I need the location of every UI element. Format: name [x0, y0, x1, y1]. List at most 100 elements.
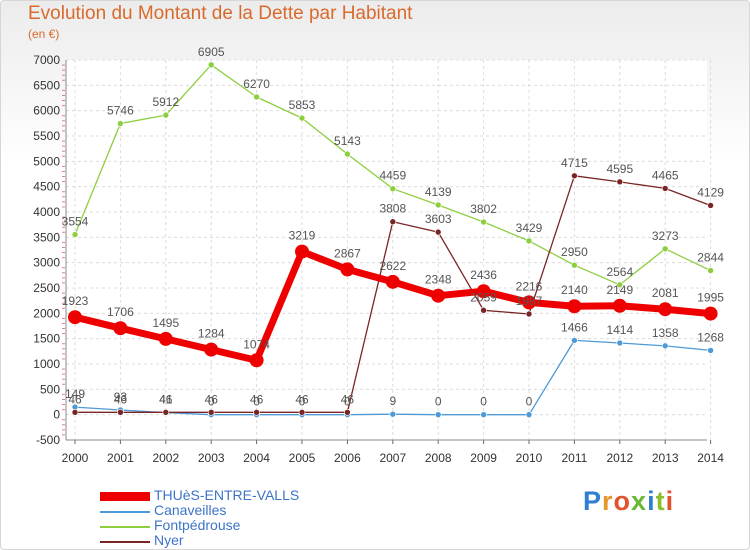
data-label-canaveilles: 1466: [561, 320, 588, 334]
legend-swatch-nyer: [100, 541, 150, 543]
data-point-fontpe-drouse: [571, 261, 578, 269]
data-point-canaveilles: [434, 411, 442, 418]
data-point-thue-s-entre-valls: [431, 288, 446, 303]
y-tick-label: 4500: [33, 180, 60, 194]
y-tick-label: 6500: [33, 78, 60, 92]
data-point-fontpe-drouse: [298, 114, 306, 122]
data-point-fontpe-drouse: [434, 201, 442, 209]
data-point-nyer: [571, 172, 578, 180]
data-label-fontpe-drouse: 6270: [243, 77, 270, 91]
data-point-nyer: [117, 409, 124, 416]
data-point-thue-s-entre-valls: [476, 284, 491, 299]
data-label-fontpe-drouse: 2950: [561, 245, 588, 259]
legend-label-canaveilles: Canaveilles: [154, 502, 227, 518]
data-point-fontpe-drouse: [253, 93, 260, 101]
data-label-canaveilles: 1358: [652, 326, 679, 340]
logo-letter: r: [602, 486, 614, 516]
data-label-fontpe-drouse: 6905: [198, 45, 225, 59]
data-point-nyer: [661, 185, 669, 192]
data-point-nyer: [71, 409, 79, 416]
data-label-thue-s-entre-valls: 1995: [697, 291, 724, 305]
logo-letter: i: [665, 486, 675, 516]
data-label-thue-s-entre-valls: 2348: [425, 273, 452, 287]
data-label-fontpe-drouse: 5853: [289, 98, 316, 112]
y-tick-label: 3000: [33, 256, 60, 270]
data-label-nyer: 4465: [652, 168, 679, 182]
data-point-canaveilles: [480, 411, 487, 418]
y-tick-label: 4000: [33, 205, 60, 219]
x-tick-label: 2012: [606, 451, 633, 465]
data-label-canaveilles: 9: [389, 394, 396, 408]
data-point-thue-s-entre-valls: [385, 274, 400, 289]
data-label-nyer: 2059: [470, 290, 497, 304]
y-tick-label: 1000: [33, 357, 60, 371]
data-point-fontpe-drouse: [525, 237, 533, 245]
data-label-nyer: 4129: [697, 185, 724, 199]
data-label-thue-s-entre-valls: 1923: [62, 294, 89, 308]
data-point-thue-s-entre-valls: [68, 310, 82, 325]
data-label-fontpe-drouse: 4139: [425, 185, 452, 199]
data-label-canaveilles: 0: [435, 395, 442, 409]
data-label-fontpe-drouse: 2844: [697, 251, 724, 265]
legend-swatch-fontpedrouse: [100, 526, 150, 528]
data-label-canaveilles: 93: [114, 390, 128, 404]
data-point-thue-s-entre-valls: [158, 331, 173, 346]
data-label-nyer: 46: [250, 392, 264, 406]
data-point-nyer: [253, 409, 260, 416]
logo-letter: P: [583, 486, 603, 516]
data-label-canaveilles: 0: [208, 395, 215, 409]
data-point-fontpe-drouse: [707, 267, 714, 274]
data-label-fontpe-drouse: 2564: [606, 265, 633, 279]
data-label-nyer: 46: [205, 392, 219, 406]
data-label-fontpe-drouse: 4459: [379, 169, 406, 183]
data-point-thue-s-entre-valls: [522, 295, 536, 310]
chart-unit-label: (en €): [28, 27, 60, 41]
x-tick-label: 2008: [425, 451, 452, 465]
data-label-canaveilles: 1268: [697, 330, 724, 344]
y-tick-label: 7000: [33, 53, 60, 67]
data-point-thue-s-entre-valls: [612, 298, 627, 313]
data-label-thue-s-entre-valls: 3219: [289, 229, 316, 243]
logo-letter: o: [613, 486, 632, 516]
data-label-nyer: 46: [295, 392, 309, 406]
data-label-thue-s-entre-valls: 1284: [198, 327, 225, 341]
data-point-fontpe-drouse: [616, 281, 624, 289]
data-label-thue-s-entre-valls: 2216: [516, 279, 543, 293]
data-point-nyer: [207, 409, 215, 416]
x-tick-label: 2002: [152, 451, 179, 465]
data-label-fontpe-drouse: 3429: [516, 221, 543, 235]
data-point-canaveilles: [707, 347, 714, 354]
data-label-fontpe-drouse: 5746: [107, 104, 134, 118]
y-tick-label: 3500: [33, 230, 60, 244]
data-point-thue-s-entre-valls: [340, 262, 355, 277]
data-point-nyer: [389, 218, 397, 226]
legend-swatch-canaveilles: [100, 511, 150, 513]
data-label-thue-s-entre-valls: 1074: [243, 337, 270, 351]
y-tick-label: 6000: [33, 104, 60, 118]
y-tick-label: 2500: [33, 281, 60, 295]
data-label-nyer: 3603: [425, 212, 452, 226]
data-label-canaveilles: 41: [159, 393, 173, 407]
data-point-thue-s-entre-valls: [113, 321, 128, 336]
data-label-fontpe-drouse: 3802: [470, 202, 497, 216]
data-point-fontpe-drouse: [480, 218, 487, 226]
data-label-fontpe-drouse: 3273: [652, 229, 679, 243]
logo-letter: t: [655, 486, 666, 516]
data-label-nyer: 46: [114, 392, 128, 406]
data-point-canaveilles: [389, 410, 397, 418]
data-label-thue-s-entre-valls: 1495: [152, 316, 179, 330]
data-label-canaveilles: 0: [344, 395, 351, 409]
data-label-fontpe-drouse: 5912: [152, 95, 179, 109]
data-point-thue-s-entre-valls: [295, 244, 309, 259]
data-point-canaveilles: [525, 411, 533, 418]
data-label-nyer: 1987: [516, 294, 543, 308]
y-tick-label: 1500: [33, 332, 60, 346]
x-tick-label: 2004: [243, 451, 270, 465]
logo-letter: x: [631, 486, 648, 516]
data-point-nyer: [344, 409, 351, 416]
x-tick-label: 2007: [379, 451, 406, 465]
data-point-fontpe-drouse: [661, 245, 669, 253]
y-tick-label: 2000: [33, 306, 60, 320]
x-tick-label: 2010: [516, 451, 543, 465]
